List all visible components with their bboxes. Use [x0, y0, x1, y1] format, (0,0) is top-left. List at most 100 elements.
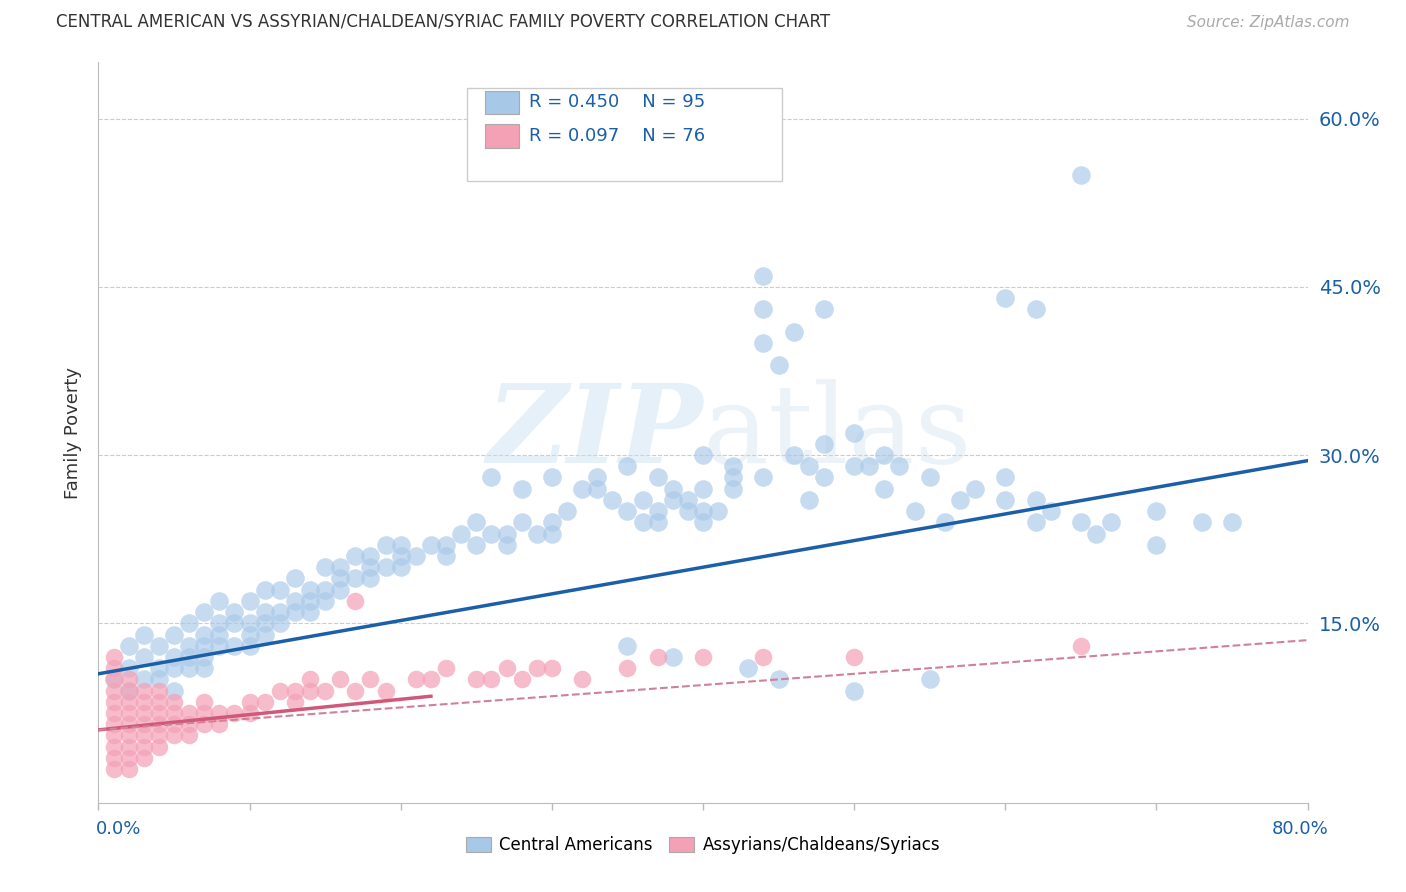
Point: [284, 571, 307, 585]
Point: [299, 683, 322, 698]
Text: ZIP: ZIP: [486, 379, 703, 486]
Point: [224, 616, 246, 631]
Point: [481, 526, 503, 541]
Point: [148, 661, 170, 675]
Point: [132, 627, 155, 641]
Point: [103, 695, 125, 709]
Point: [465, 673, 488, 687]
Point: [314, 582, 336, 597]
Point: [118, 673, 141, 687]
Point: [526, 661, 548, 675]
Point: [118, 639, 141, 653]
Point: [813, 470, 835, 484]
Point: [329, 571, 352, 585]
Point: [224, 605, 246, 619]
Point: [844, 683, 866, 698]
Point: [1085, 526, 1108, 541]
Point: [723, 482, 745, 496]
Point: [253, 695, 276, 709]
Point: [692, 650, 714, 665]
Point: [344, 594, 367, 608]
Point: [148, 639, 170, 653]
Point: [526, 526, 548, 541]
Point: [752, 470, 775, 484]
Point: [889, 459, 911, 474]
Point: [148, 739, 170, 754]
Point: [193, 695, 215, 709]
Point: [284, 695, 307, 709]
Point: [647, 470, 669, 484]
Point: [768, 673, 790, 687]
Point: [103, 751, 125, 765]
Point: [389, 560, 412, 574]
Point: [631, 516, 654, 530]
Point: [374, 538, 396, 552]
Point: [163, 650, 186, 665]
Point: [510, 516, 533, 530]
Point: [132, 751, 155, 765]
Point: [631, 492, 654, 507]
Text: Source: ZipAtlas.com: Source: ZipAtlas.com: [1187, 15, 1350, 29]
Point: [661, 650, 683, 665]
Point: [692, 504, 714, 518]
Point: [314, 683, 336, 698]
Point: [103, 729, 125, 743]
Point: [1144, 538, 1167, 552]
Point: [193, 605, 215, 619]
Point: [224, 706, 246, 720]
Point: [1024, 302, 1046, 317]
Point: [616, 661, 638, 675]
Point: [132, 717, 155, 731]
Point: [571, 482, 593, 496]
Point: [374, 560, 396, 574]
Point: [239, 639, 262, 653]
Point: [647, 504, 669, 518]
Point: [118, 683, 141, 698]
Point: [193, 650, 215, 665]
Point: [616, 639, 638, 653]
Point: [284, 683, 307, 698]
Point: [239, 594, 262, 608]
Point: [208, 616, 231, 631]
Point: [858, 459, 880, 474]
Point: [179, 729, 201, 743]
Point: [118, 751, 141, 765]
Point: [239, 616, 262, 631]
Point: [844, 425, 866, 440]
Point: [540, 526, 562, 541]
Point: [132, 673, 155, 687]
Point: [360, 560, 382, 574]
Legend: Central Americans, Assyrians/Chaldeans/Syriacs: Central Americans, Assyrians/Chaldeans/S…: [460, 830, 946, 861]
Point: [752, 335, 775, 350]
Point: [707, 504, 730, 518]
Point: [692, 482, 714, 496]
Point: [179, 650, 201, 665]
Point: [723, 470, 745, 484]
Point: [450, 526, 472, 541]
Point: [193, 717, 215, 731]
Point: [918, 673, 941, 687]
Point: [420, 538, 443, 552]
Point: [737, 661, 759, 675]
Point: [148, 695, 170, 709]
Point: [329, 673, 352, 687]
Point: [163, 661, 186, 675]
Point: [103, 717, 125, 731]
Point: [1039, 504, 1062, 518]
Point: [253, 627, 276, 641]
Point: [132, 683, 155, 698]
Text: atlas: atlas: [703, 379, 973, 486]
Point: [148, 673, 170, 687]
Point: [768, 359, 790, 373]
Point: [405, 549, 427, 563]
Point: [132, 650, 155, 665]
Point: [813, 437, 835, 451]
Point: [118, 762, 141, 776]
Point: [118, 739, 141, 754]
Point: [949, 492, 972, 507]
Point: [994, 470, 1017, 484]
Point: [360, 673, 382, 687]
Point: [163, 627, 186, 641]
Text: R = 0.097    N = 76: R = 0.097 N = 76: [529, 127, 704, 145]
Point: [208, 627, 231, 641]
